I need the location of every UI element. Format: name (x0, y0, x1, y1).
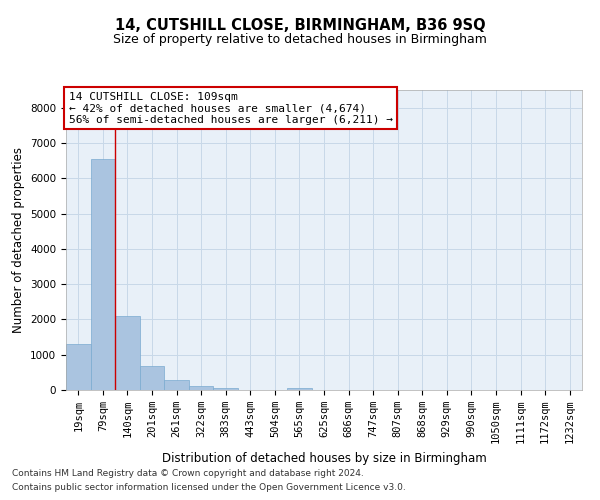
Bar (214, 388, 238, 390)
Y-axis label: Number of detached properties: Number of detached properties (11, 147, 25, 333)
Bar (164, 380, 189, 390)
Text: 14, CUTSHILL CLOSE, BIRMINGHAM, B36 9SQ: 14, CUTSHILL CLOSE, BIRMINGHAM, B36 9SQ (115, 18, 485, 32)
Text: 14 CUTSHILL CLOSE: 109sqm
← 42% of detached houses are smaller (4,674)
56% of se: 14 CUTSHILL CLOSE: 109sqm ← 42% of detac… (68, 92, 392, 124)
Bar (189, 386, 214, 390)
Bar (66, 344, 91, 390)
X-axis label: Distribution of detached houses by size in Birmingham: Distribution of detached houses by size … (161, 452, 487, 465)
Bar (91, 159, 115, 390)
Text: Size of property relative to detached houses in Birmingham: Size of property relative to detached ho… (113, 32, 487, 46)
Bar (140, 366, 164, 390)
Bar (115, 316, 140, 390)
Bar (287, 388, 312, 390)
Text: Contains public sector information licensed under the Open Government Licence v3: Contains public sector information licen… (12, 484, 406, 492)
Text: Contains HM Land Registry data © Crown copyright and database right 2024.: Contains HM Land Registry data © Crown c… (12, 468, 364, 477)
